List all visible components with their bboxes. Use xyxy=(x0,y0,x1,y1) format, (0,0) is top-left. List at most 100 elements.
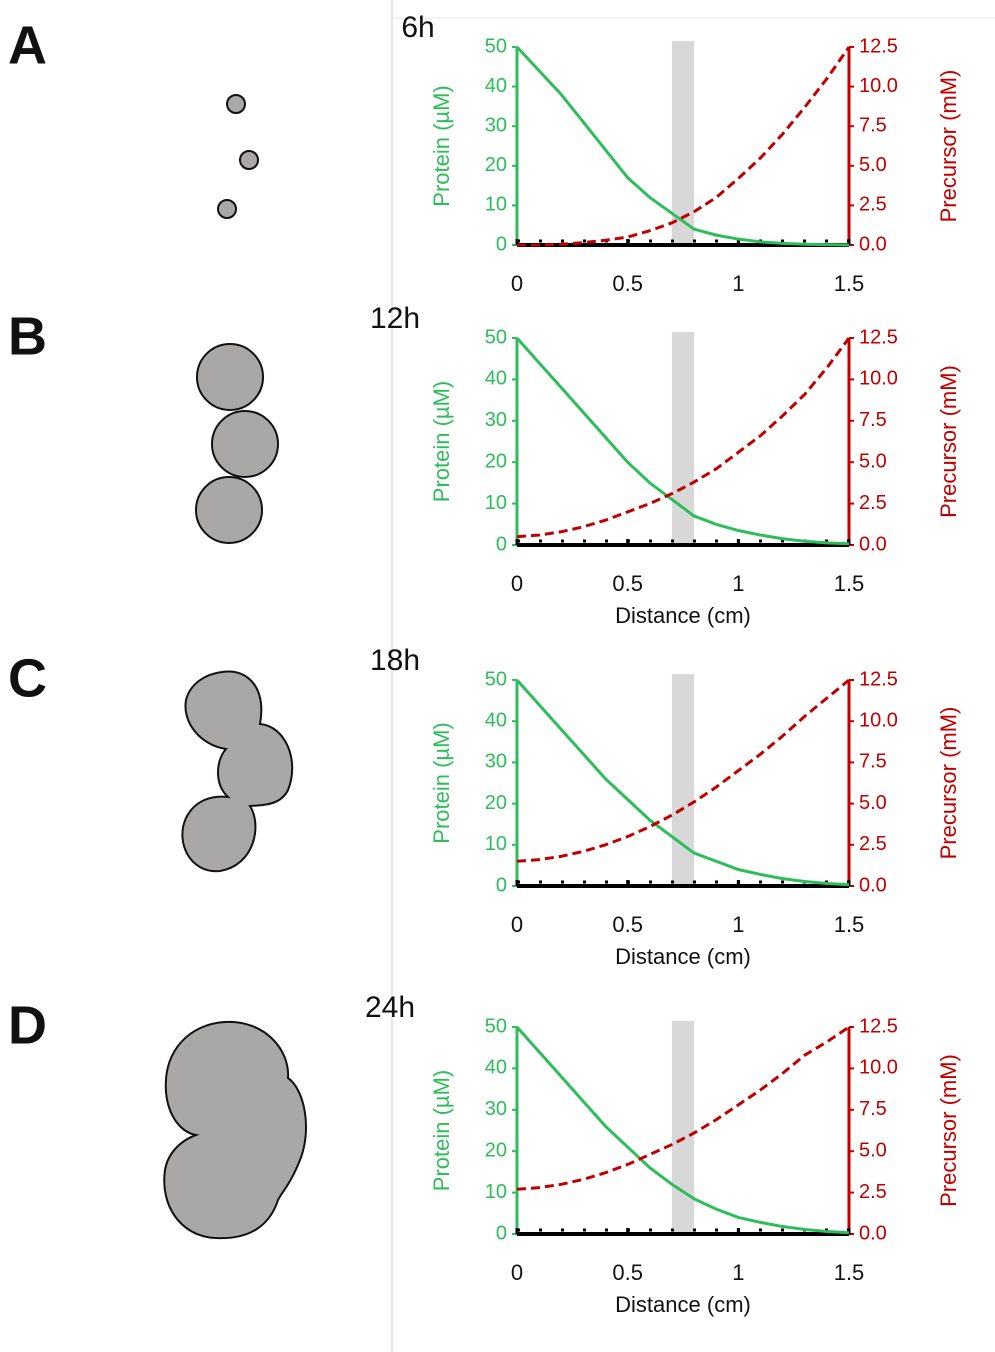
x-tick-label: 1.5 xyxy=(834,571,865,596)
line-series xyxy=(516,678,850,863)
panel-label: B xyxy=(8,306,47,366)
y2-tick-label: 7.5 xyxy=(859,1098,887,1120)
y2-tick-label: 2.5 xyxy=(859,194,887,216)
x-axis-label: Distance (cm) xyxy=(615,944,751,969)
y2-tick-label: 10.0 xyxy=(859,709,898,731)
cell-drawing xyxy=(163,1020,307,1240)
y-tick-label: 40 xyxy=(485,75,507,97)
y2-tick-label: 5.0 xyxy=(859,450,887,472)
line-series xyxy=(516,1025,850,1191)
y-tick-label: 30 xyxy=(485,409,507,431)
y-tick-label: 10 xyxy=(485,833,507,855)
y-tick-label: 50 xyxy=(485,1015,507,1037)
y-tick-label: 30 xyxy=(485,751,507,773)
x-axis-label: Distance (cm) xyxy=(615,1292,751,1317)
x-tick-label: 0 xyxy=(511,1260,523,1285)
y2-tick-label: 7.5 xyxy=(859,114,887,136)
y2-axis-label: Precursor (mM) xyxy=(936,70,961,223)
y2-axis-label: Precursor (mM) xyxy=(936,365,961,518)
y-axis-label: Protein (µM) xyxy=(429,85,454,206)
y2-tick-label: 10.0 xyxy=(859,368,898,390)
x-tick-label: 0 xyxy=(511,912,523,937)
cell-drawing xyxy=(195,343,279,544)
y-tick-label: 20 xyxy=(485,154,507,176)
chart-title: 12h xyxy=(370,302,420,335)
y-axis-label: Protein (µM) xyxy=(429,722,454,843)
y-axis-label: Protein (µM) xyxy=(429,381,454,502)
x-tick-label: 1.5 xyxy=(834,271,865,296)
y2-tick-label: 0.0 xyxy=(859,1222,887,1244)
highlight-band xyxy=(671,41,695,245)
y-tick-label: 0 xyxy=(496,874,507,896)
line-series xyxy=(515,337,850,546)
y2-tick-label: 5.0 xyxy=(859,1139,887,1161)
y-tick-label: 40 xyxy=(485,709,507,731)
y-tick-label: 20 xyxy=(485,792,507,814)
line-series xyxy=(517,46,851,247)
y2-axis-label: Precursor (mM) xyxy=(936,707,961,860)
cell-drawing xyxy=(217,94,259,219)
panel-label: A xyxy=(8,15,47,75)
y2-tick-label: 0.0 xyxy=(859,533,887,555)
y-tick-label: 30 xyxy=(485,1098,507,1120)
line-series xyxy=(516,337,851,539)
x-tick-label: 0.5 xyxy=(612,1260,643,1285)
y2-tick-label: 2.5 xyxy=(859,1181,887,1203)
panel-label: C xyxy=(8,648,47,708)
x-tick-label: 1 xyxy=(732,571,744,596)
x-tick-label: 0.5 xyxy=(612,271,643,296)
y-tick-label: 40 xyxy=(485,1057,507,1079)
x-tick-label: 0 xyxy=(511,571,523,596)
panel-label: D xyxy=(8,995,47,1055)
y2-tick-label: 12.5 xyxy=(859,1015,898,1037)
chart-title: 6h xyxy=(401,11,434,44)
y2-tick-label: 12.5 xyxy=(859,326,898,348)
y2-tick-label: 12.5 xyxy=(859,35,898,57)
y2-tick-label: 10.0 xyxy=(859,1057,898,1079)
y2-tick-label: 2.5 xyxy=(859,492,887,514)
x-tick-label: 1 xyxy=(732,1260,744,1285)
y-tick-label: 20 xyxy=(485,1139,507,1161)
x-tick-label: 1.5 xyxy=(834,1260,865,1285)
y-tick-label: 20 xyxy=(485,450,507,472)
chart-title: 24h xyxy=(365,991,415,1024)
y-tick-label: 10 xyxy=(485,492,507,514)
y2-axis-label: Precursor (mM) xyxy=(936,1054,961,1207)
cell-drawing xyxy=(181,670,294,873)
x-axis-label: Distance (cm) xyxy=(615,603,751,628)
y-tick-label: 30 xyxy=(485,114,507,136)
highlight-band xyxy=(671,674,695,886)
x-tick-label: 1 xyxy=(732,912,744,937)
y-tick-label: 0 xyxy=(496,533,507,555)
line-series xyxy=(515,1026,850,1235)
y-tick-label: 10 xyxy=(485,194,507,216)
y2-tick-label: 7.5 xyxy=(859,409,887,431)
y2-tick-label: 5.0 xyxy=(859,154,887,176)
line-series xyxy=(515,45,850,247)
y-tick-label: 50 xyxy=(485,35,507,57)
y2-tick-label: 0.0 xyxy=(859,233,887,255)
y-tick-label: 50 xyxy=(485,326,507,348)
highlight-band xyxy=(671,332,695,545)
line-series xyxy=(515,678,850,887)
y-tick-label: 50 xyxy=(485,668,507,690)
highlight-band xyxy=(671,1021,695,1234)
y-tick-label: 0 xyxy=(496,233,507,255)
y2-tick-label: 10.0 xyxy=(859,75,898,97)
x-tick-label: 0.5 xyxy=(612,912,643,937)
y2-tick-label: 12.5 xyxy=(859,668,898,690)
y-axis-label: Protein (µM) xyxy=(429,1070,454,1191)
chart-title: 18h xyxy=(370,644,420,677)
x-tick-label: 0 xyxy=(511,271,523,296)
y-tick-label: 0 xyxy=(496,1222,507,1244)
y-tick-label: 10 xyxy=(485,1181,507,1203)
x-tick-label: 0.5 xyxy=(612,571,643,596)
x-tick-label: 1 xyxy=(732,271,744,296)
y2-tick-label: 7.5 xyxy=(859,751,887,773)
y-tick-label: 40 xyxy=(485,368,507,390)
y2-tick-label: 0.0 xyxy=(859,874,887,896)
y2-tick-label: 2.5 xyxy=(859,833,887,855)
x-tick-label: 1.5 xyxy=(834,912,865,937)
y2-tick-label: 5.0 xyxy=(859,792,887,814)
